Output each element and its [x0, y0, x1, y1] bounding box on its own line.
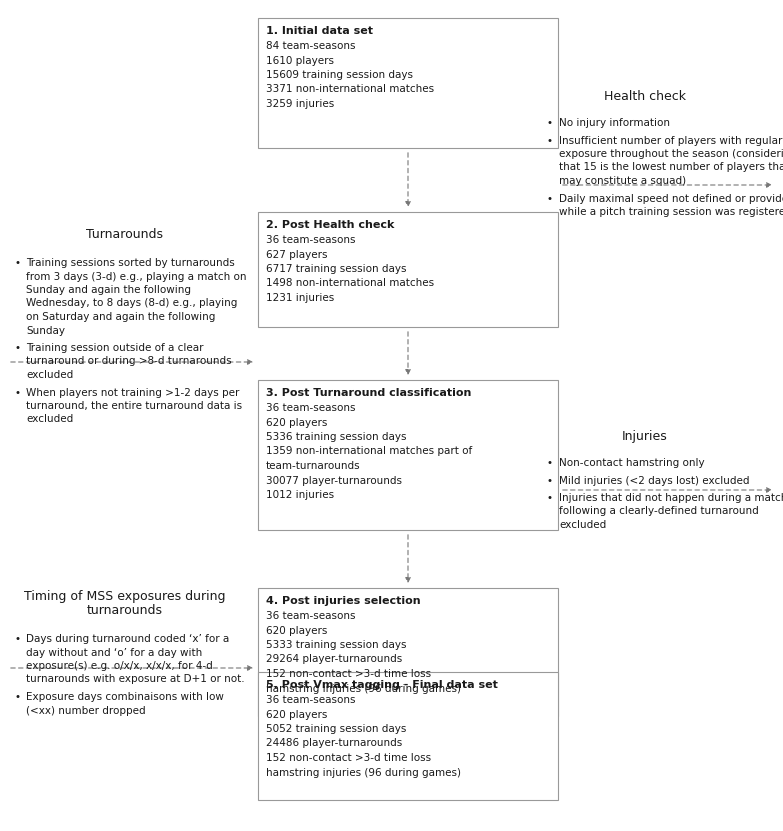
Text: may constitute a squad): may constitute a squad) [559, 176, 686, 186]
Text: 152 non-contact >3-d time loss: 152 non-contact >3-d time loss [266, 669, 431, 679]
Text: 620 players: 620 players [266, 710, 327, 720]
Text: 1012 injuries: 1012 injuries [266, 490, 334, 500]
Text: •: • [547, 135, 553, 145]
Text: that 15 is the lowest number of players that: that 15 is the lowest number of players … [559, 163, 783, 173]
Text: 1. Initial data set: 1. Initial data set [266, 26, 373, 36]
Text: Days during turnaround coded ‘x’ for a: Days during turnaround coded ‘x’ for a [26, 634, 229, 644]
Text: •: • [14, 387, 20, 397]
Text: Sunday and again the following: Sunday and again the following [26, 285, 191, 295]
Text: from 3 days (3-d) e.g., playing a match on: from 3 days (3-d) e.g., playing a match … [26, 272, 247, 282]
Text: 15609 training session days: 15609 training session days [266, 70, 413, 80]
Text: 3371 non-international matches: 3371 non-international matches [266, 85, 434, 95]
Text: •: • [14, 343, 20, 353]
Text: excluded: excluded [26, 370, 74, 380]
Text: 84 team-seasons: 84 team-seasons [266, 41, 355, 51]
Text: following a clearly-defined turnaround: following a clearly-defined turnaround [559, 507, 759, 517]
Text: 36 team-seasons: 36 team-seasons [266, 611, 355, 621]
Text: Exposure days combinaisons with low: Exposure days combinaisons with low [26, 692, 224, 702]
Text: Mild injuries (<2 days lost) excluded: Mild injuries (<2 days lost) excluded [559, 475, 749, 485]
Text: Insufficient number of players with regular: Insufficient number of players with regu… [559, 135, 782, 145]
Text: turnaround or during >8-d turnarounds: turnaround or during >8-d turnarounds [26, 356, 232, 366]
Text: 36 team-seasons: 36 team-seasons [266, 695, 355, 705]
Text: 5336 training session days: 5336 training session days [266, 432, 406, 442]
Text: 36 team-seasons: 36 team-seasons [266, 235, 355, 245]
Text: 620 players: 620 players [266, 626, 327, 636]
Text: turnarounds: turnarounds [87, 604, 163, 617]
Text: Non-contact hamstring only: Non-contact hamstring only [559, 458, 705, 468]
Text: 5333 training session days: 5333 training session days [266, 640, 406, 650]
Text: Wednesday, to 8 days (8-d) e.g., playing: Wednesday, to 8 days (8-d) e.g., playing [26, 298, 237, 308]
Text: 627 players: 627 players [266, 249, 327, 259]
Text: 29264 player-turnarounds: 29264 player-turnarounds [266, 655, 402, 665]
Text: exposure(s) e.g. o/x/x, x/x/x, for 4-d: exposure(s) e.g. o/x/x, x/x/x, for 4-d [26, 661, 213, 671]
Text: excluded: excluded [559, 520, 606, 530]
Text: on Saturday and again the following: on Saturday and again the following [26, 312, 215, 322]
Text: •: • [14, 258, 20, 268]
Text: 3. Post Turnaround classification: 3. Post Turnaround classification [266, 388, 471, 398]
Text: Injuries that did not happen during a match: Injuries that did not happen during a ma… [559, 493, 783, 503]
Text: No injury information: No injury information [559, 118, 670, 128]
Text: 36 team-seasons: 36 team-seasons [266, 403, 355, 413]
Text: 3259 injuries: 3259 injuries [266, 99, 334, 109]
Text: •: • [14, 692, 20, 702]
Text: Injuries: Injuries [622, 430, 668, 443]
Text: •: • [547, 475, 553, 485]
Text: (<xx) number dropped: (<xx) number dropped [26, 706, 146, 715]
Text: Daily maximal speed not defined or provided: Daily maximal speed not defined or provi… [559, 194, 783, 204]
Text: •: • [547, 118, 553, 128]
Text: •: • [547, 194, 553, 204]
Text: Training session outside of a clear: Training session outside of a clear [26, 343, 204, 353]
Text: team-turnarounds: team-turnarounds [266, 461, 361, 471]
Text: When players not training >1-2 days per: When players not training >1-2 days per [26, 387, 240, 397]
Bar [258, 588, 558, 716]
Text: turnaround, the entire turnaround data is: turnaround, the entire turnaround data i… [26, 401, 242, 411]
Bar [258, 18, 558, 148]
Text: 6717 training session days: 6717 training session days [266, 264, 406, 274]
Text: •: • [547, 493, 553, 503]
Text: Training sessions sorted by turnarounds: Training sessions sorted by turnarounds [26, 258, 235, 268]
Text: Sunday: Sunday [26, 326, 65, 336]
Text: 1610 players: 1610 players [266, 56, 334, 66]
Text: Health check: Health check [604, 90, 686, 103]
Text: 152 non-contact >3-d time loss: 152 non-contact >3-d time loss [266, 753, 431, 763]
Text: hamstring injuries (96 during games): hamstring injuries (96 during games) [266, 768, 461, 778]
Text: Turnarounds: Turnarounds [86, 228, 164, 241]
Text: 4. Post injuries selection: 4. Post injuries selection [266, 596, 420, 606]
Text: 1498 non-international matches: 1498 non-international matches [266, 278, 434, 288]
Text: •: • [14, 634, 20, 644]
Text: 24486 player-turnarounds: 24486 player-turnarounds [266, 739, 402, 749]
Bar [258, 380, 558, 530]
Text: turnarounds with exposure at D+1 or not.: turnarounds with exposure at D+1 or not. [26, 675, 244, 685]
Text: Timing of MSS exposures during: Timing of MSS exposures during [24, 590, 226, 603]
Text: while a pitch training session was registered: while a pitch training session was regis… [559, 207, 783, 217]
Text: hamstring injuries (96 during games): hamstring injuries (96 during games) [266, 684, 461, 694]
Text: exposure throughout the season (considering: exposure throughout the season (consider… [559, 149, 783, 159]
Text: 1231 injuries: 1231 injuries [266, 293, 334, 303]
Text: excluded: excluded [26, 415, 74, 425]
Text: 5. Post Vmax tagging - Final data set: 5. Post Vmax tagging - Final data set [266, 680, 498, 690]
Text: 1359 non-international matches part of: 1359 non-international matches part of [266, 446, 472, 456]
Text: 620 players: 620 players [266, 417, 327, 427]
Bar [258, 212, 558, 327]
Text: 2. Post Health check: 2. Post Health check [266, 220, 395, 230]
Text: •: • [547, 458, 553, 468]
Text: 30077 player-turnarounds: 30077 player-turnarounds [266, 475, 402, 485]
Text: 5052 training session days: 5052 training session days [266, 724, 406, 734]
Bar [258, 672, 558, 800]
Text: day without and ‘o’ for a day with: day without and ‘o’ for a day with [26, 647, 202, 657]
